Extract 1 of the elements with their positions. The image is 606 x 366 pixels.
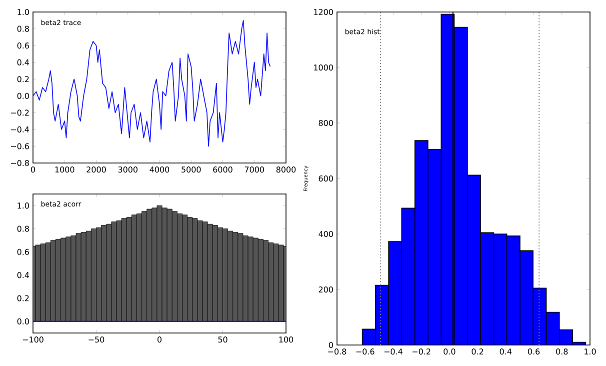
line-series [33,20,271,147]
